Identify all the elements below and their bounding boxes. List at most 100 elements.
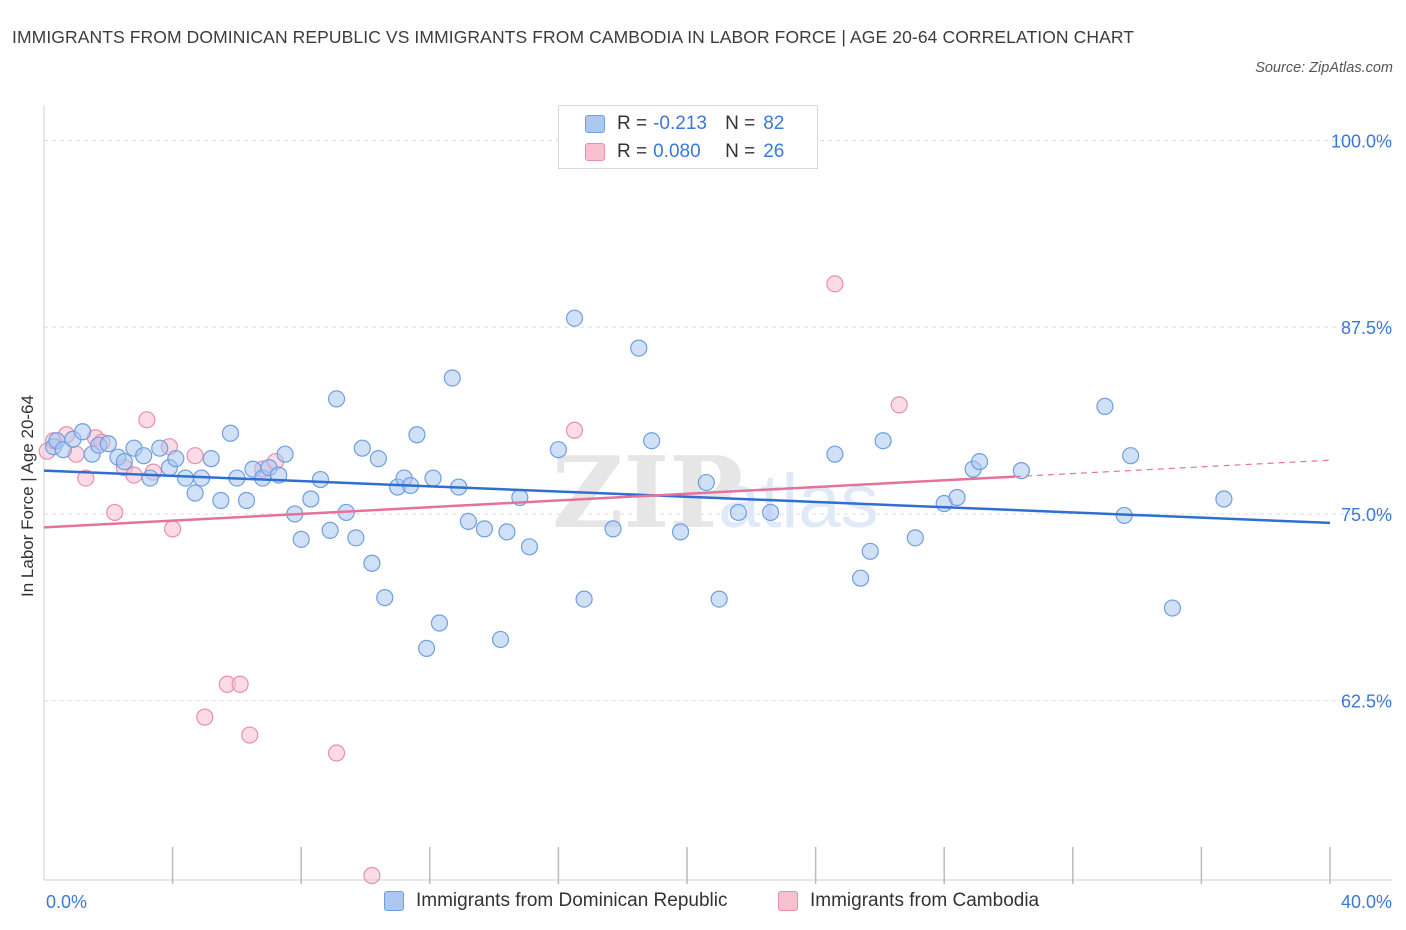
dominican-point <box>520 538 539 556</box>
dominican-point <box>369 450 387 468</box>
n-value: 26 <box>763 141 785 162</box>
dominican-point <box>430 614 449 632</box>
dominican-point <box>408 426 426 444</box>
dominican-point <box>212 491 230 510</box>
cambodia-point <box>363 866 381 885</box>
dominican-point <box>1163 599 1182 617</box>
x-tick-label: 40.0% <box>1341 892 1392 912</box>
source-label: Source: ZipAtlas.com <box>1255 60 1393 76</box>
dominican-point <box>376 589 394 607</box>
y-tick-label: 75.0% <box>1341 505 1392 525</box>
dominican-point <box>237 491 256 510</box>
dominican-point <box>697 473 715 492</box>
r-value: -0.213 <box>653 113 707 134</box>
dominican-point <box>151 439 169 457</box>
dominican-point <box>73 423 92 441</box>
cambodia-point <box>241 726 259 744</box>
dominican-point <box>565 309 584 327</box>
y-tick-label: 62.5% <box>1341 692 1392 712</box>
dominican-point <box>115 453 133 471</box>
dominican-point <box>221 424 240 442</box>
legend-label-cambodia: Immigrants from Cambodia <box>810 890 1040 911</box>
legend-item-cambodia[interactable]: Immigrants from Cambodia <box>778 890 1039 912</box>
cambodia-trend-line <box>43 475 1015 529</box>
cambodia-point <box>186 447 204 465</box>
r-label: R = <box>617 113 648 134</box>
dominican-point <box>729 503 748 522</box>
dominican-point <box>353 439 371 457</box>
dominican-point <box>202 450 220 468</box>
dominican-point <box>491 630 510 649</box>
legend-label-dominican: Immigrants from Dominican Republic <box>416 890 728 911</box>
stats-row-cambodia: R = 0.080 N = 26 <box>585 139 784 165</box>
dominican-point <box>1122 447 1140 465</box>
chart-title: IMMIGRANTS FROM DOMINICAN REPUBLIC VS IM… <box>12 27 1135 47</box>
dominican-point <box>861 542 879 560</box>
dominican-point <box>549 441 568 459</box>
legend-item-dominican[interactable]: Immigrants from Dominican Republic <box>384 890 728 912</box>
axis-layer <box>43 105 1392 884</box>
y-tick-label: 100.0% <box>1331 131 1392 151</box>
dominican-point <box>459 512 477 531</box>
dominican-point <box>135 447 153 465</box>
dominican-trend-line <box>43 469 1331 525</box>
x-tick-label: 0.0% <box>46 892 87 912</box>
dominican-point <box>761 503 780 522</box>
grid-layer <box>44 139 1392 702</box>
dominican-point <box>604 520 622 538</box>
swatch-cambodia <box>585 143 605 161</box>
r-label: R = <box>617 141 648 162</box>
dominican-point <box>826 445 844 463</box>
dominican-point <box>710 590 728 608</box>
dominican-point <box>643 432 661 450</box>
y-tick-label: 87.5% <box>1341 318 1392 338</box>
dominican-point <box>363 554 381 572</box>
dominican-point <box>327 390 346 408</box>
cambodia-point <box>196 708 214 726</box>
dominican-point <box>475 520 494 538</box>
n-label: N = <box>725 141 756 162</box>
legend-swatch-cambodia <box>778 891 798 911</box>
cambodia-point <box>164 520 182 538</box>
cambodia-point <box>77 469 95 487</box>
dominican-point <box>186 484 204 502</box>
cambodia-trend-extension <box>1014 459 1331 478</box>
dominican-point <box>443 369 461 387</box>
y-axis-label: In Labor Force | Age 20-64 <box>18 395 37 597</box>
n-label: N = <box>725 113 756 134</box>
dominican-point <box>1012 462 1030 480</box>
dominican-point <box>176 469 195 487</box>
dominican-point <box>498 523 516 541</box>
dominican-point <box>417 639 436 658</box>
stats-row-dominican: R = -0.213 N = 82 <box>585 111 784 137</box>
dominican-point <box>99 435 117 453</box>
dominican-point <box>970 453 989 471</box>
cambodia-point <box>106 503 124 522</box>
cambodia-point <box>826 275 844 293</box>
dominican-point <box>167 450 185 468</box>
dominican-point <box>948 488 966 507</box>
tick-label-layer: 100.0% 87.5% 75.0% 62.5% 0.0% 40.0% <box>46 131 1392 912</box>
dominican-point <box>141 469 159 487</box>
dominican-point <box>906 529 924 547</box>
dominican-point <box>1215 490 1233 508</box>
legend-swatch-dominican <box>384 891 404 911</box>
dominican-point <box>424 469 442 487</box>
dominican-point <box>276 445 294 463</box>
series-legend: Immigrants from Dominican Republic Immig… <box>0 886 1406 918</box>
cambodia-point <box>565 421 584 439</box>
cambodia-point <box>327 744 346 762</box>
dominican-point <box>852 569 870 587</box>
trend-layer <box>43 459 1331 529</box>
dominican-point <box>321 521 339 539</box>
dominican-point <box>1096 397 1114 415</box>
points-layer <box>38 275 1233 885</box>
dominican-point <box>347 529 365 547</box>
cambodia-point <box>890 396 908 414</box>
dominican-point <box>302 490 320 508</box>
cambodia-point <box>138 411 156 429</box>
dominican-point <box>874 432 892 450</box>
dominican-point <box>630 339 648 357</box>
dominican-point <box>575 590 593 608</box>
